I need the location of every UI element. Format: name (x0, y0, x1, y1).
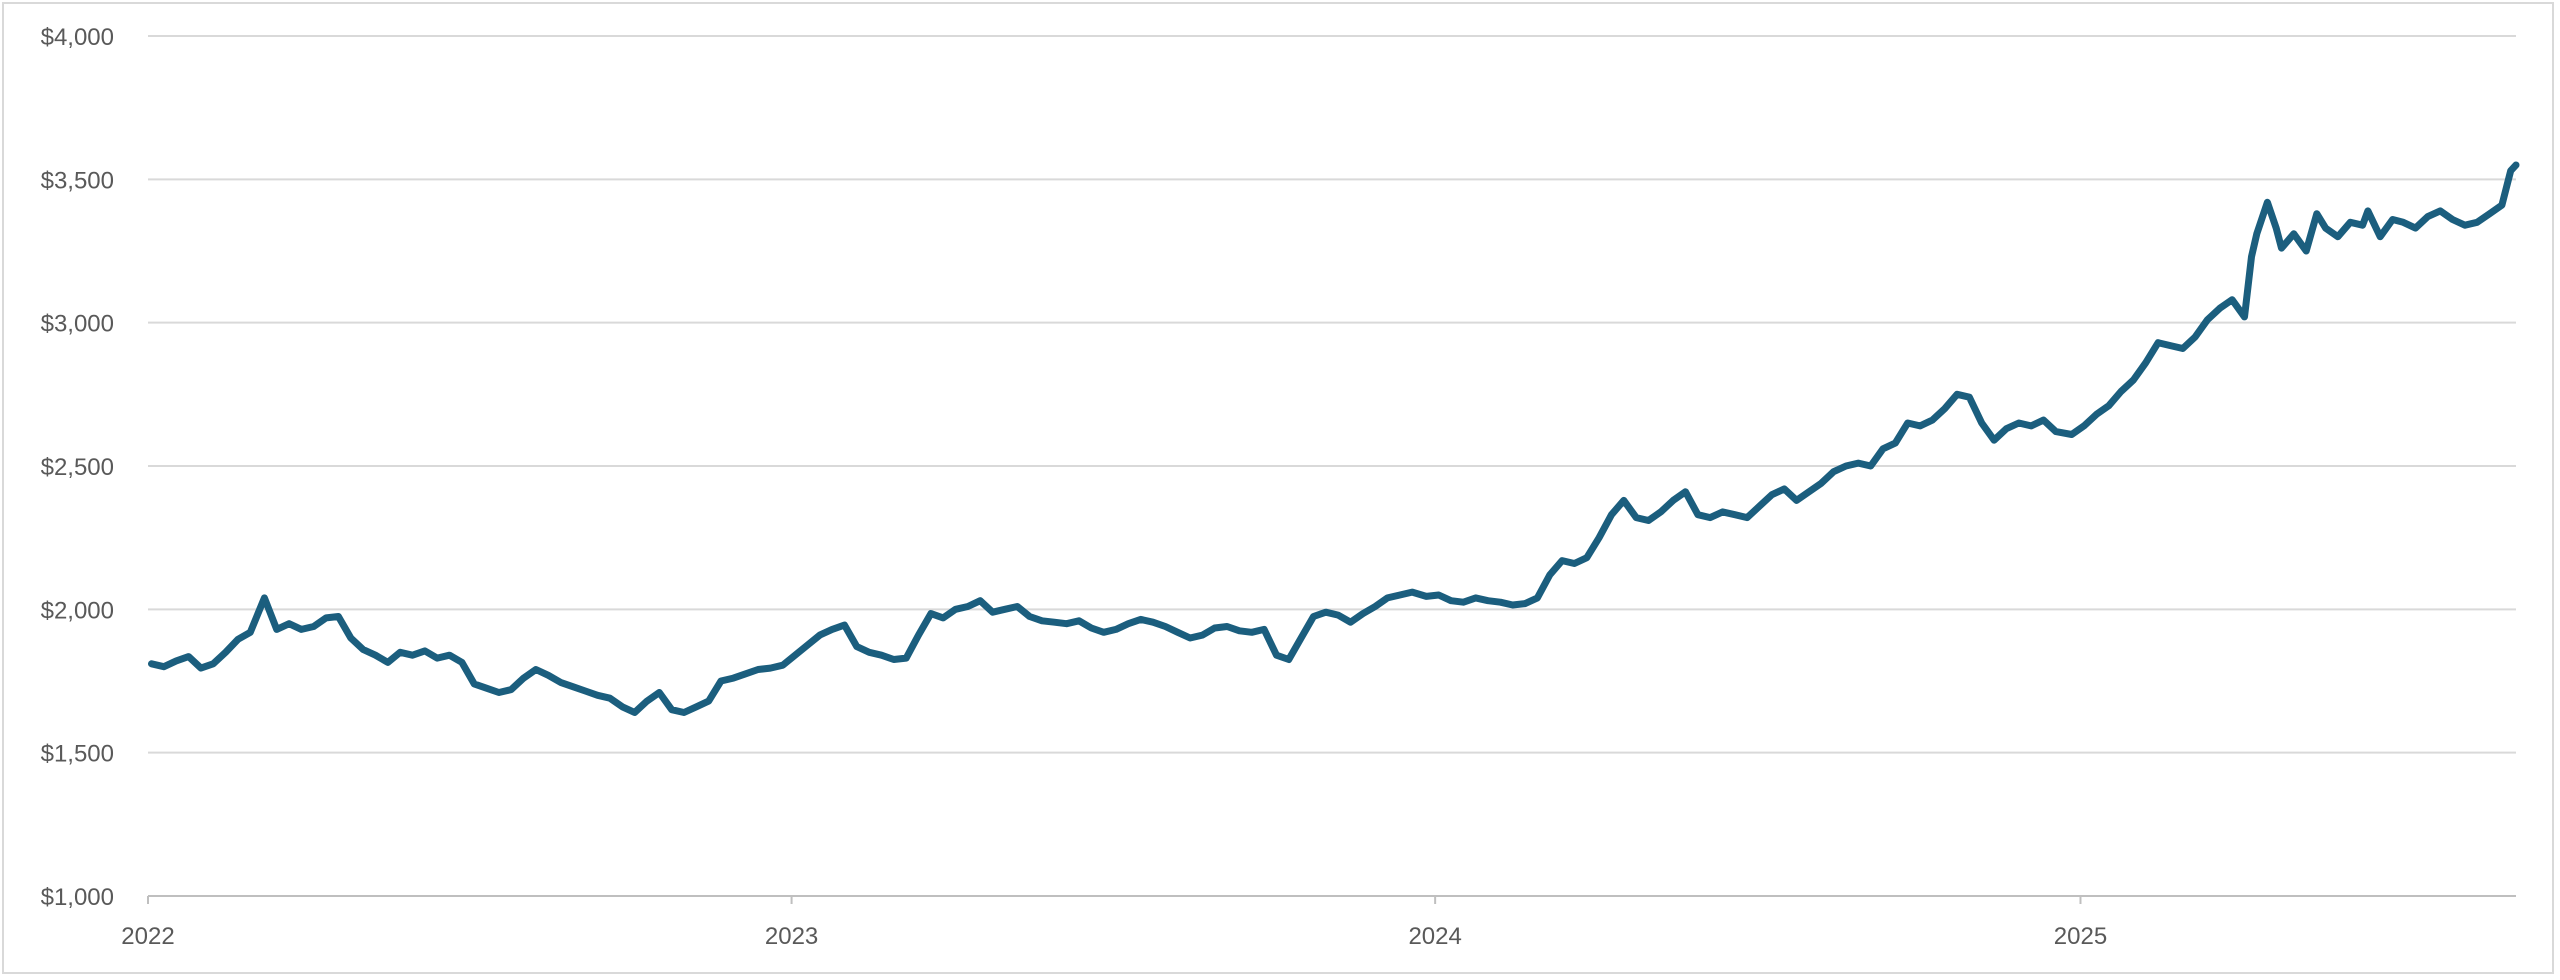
x-axis (147, 895, 2516, 904)
y-tick-label: $2,500 (41, 454, 114, 481)
x-tick-label: 2023 (765, 923, 818, 950)
x-tick-label: 2024 (1408, 923, 1461, 950)
y-tick-label: $3,000 (41, 311, 114, 338)
y-tick-label: $1,000 (41, 884, 114, 911)
x-axis-tick-labels: 2022 2023 2024 2025 (121, 923, 2107, 950)
x-tick-label: 2022 (121, 923, 174, 950)
series-line (148, 161, 2520, 716)
y-axis-tick-labels: $1,000 $1,500 $2,000 $2,500 $3,000 $3,500 $4,0… (41, 24, 114, 911)
x-tick-label: 2025 (2054, 923, 2107, 950)
gridlines (148, 35, 2516, 754)
y-tick-label: $1,500 (41, 741, 114, 768)
series-layer (148, 161, 2520, 716)
y-tick-label: $2,000 (41, 597, 114, 624)
y-tick-label: $4,000 (41, 24, 114, 51)
y-tick-label: $3,500 (41, 167, 114, 194)
